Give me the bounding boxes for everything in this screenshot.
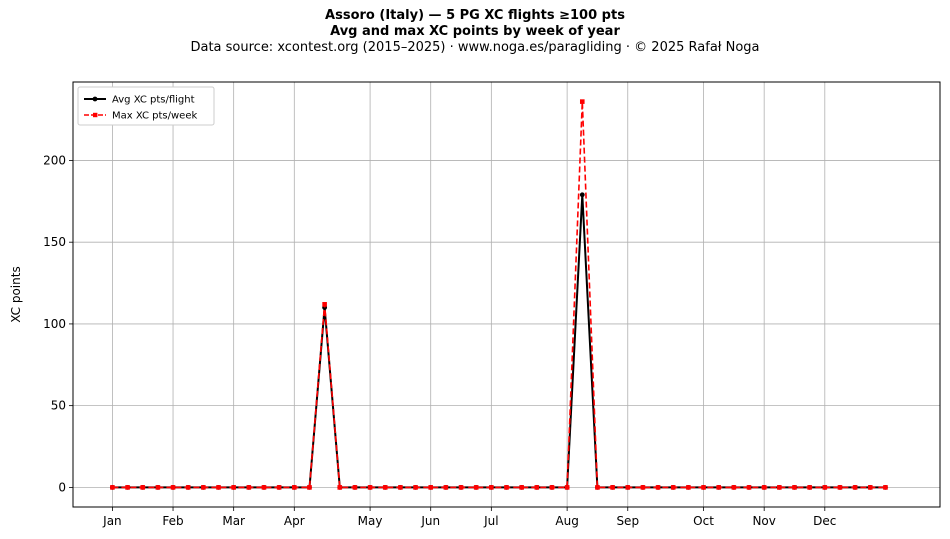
data-point: [686, 485, 691, 490]
series-layer: [110, 99, 888, 490]
data-point: [458, 485, 464, 490]
data-point: [352, 485, 358, 490]
x-tick-label: Oct: [693, 514, 714, 528]
data-point: [185, 485, 191, 490]
data-point: [428, 485, 434, 490]
x-tick-label: Sep: [616, 514, 639, 528]
y-tick-label: 100: [43, 317, 66, 331]
series-line: [112, 101, 886, 489]
data-point: [837, 485, 843, 490]
x-tick-label: Apr: [284, 514, 305, 528]
data-point: [155, 485, 161, 490]
series-avg: [110, 192, 888, 490]
data-point: [610, 485, 615, 490]
data-point: [413, 485, 418, 490]
chart-titles: Assoro (Italy) — 5 PG XC flights ≥100 pt…: [0, 8, 950, 56]
axes: Jan Feb Mar Apr May Jun Jul Aug Sep Oct Nov Dec 0 50 1…: [43, 153, 836, 528]
x-tick-label: Feb: [162, 514, 183, 528]
data-point: [579, 99, 585, 104]
legend: Avg XC pts/flight Max XC pts/week: [77, 86, 215, 126]
data-point: [822, 485, 828, 490]
data-point: [125, 485, 130, 490]
data-point: [716, 485, 722, 490]
data-point: [322, 302, 327, 307]
data-point: [807, 485, 812, 490]
x-tick-label: Aug: [555, 514, 578, 528]
data-point: [640, 485, 646, 490]
data-point: [307, 485, 312, 490]
data-point: [655, 485, 661, 490]
data-point: [382, 485, 388, 490]
data-point: [731, 485, 737, 490]
data-point: [579, 192, 585, 198]
legend-marker: [92, 96, 98, 102]
series-max: [110, 99, 888, 490]
data-point: [595, 485, 600, 490]
y-tick-label: 150: [43, 235, 66, 249]
legend-label: Max XC pts/week: [112, 111, 197, 122]
x-tick-label: Nov: [752, 514, 775, 528]
data-point: [473, 485, 479, 490]
y-axis-label: XC points: [9, 266, 23, 322]
data-point: [777, 485, 782, 490]
data-point: [504, 485, 509, 490]
data-point: [367, 485, 373, 490]
chart-title: Assoro (Italy) — 5 PG XC flights ≥100 pt…: [325, 8, 625, 23]
y-tick-label: 0: [58, 480, 66, 494]
y-tick-label: 50: [51, 399, 66, 413]
data-point: [337, 485, 343, 490]
data-point: [398, 485, 403, 490]
data-point: [291, 485, 297, 490]
x-tick-label: Jan: [102, 514, 122, 528]
data-point: [701, 485, 706, 490]
x-tick-label: Jul: [483, 514, 498, 528]
data-point: [792, 485, 797, 490]
legend-entry: Avg XC pts/flight: [84, 95, 195, 106]
data-point: [231, 485, 236, 490]
plot-frame: [72, 81, 941, 508]
data-point: [489, 485, 494, 490]
legend-box: [77, 86, 215, 126]
data-point: [246, 485, 252, 490]
data-point: [534, 485, 540, 490]
x-tick-label: May: [358, 514, 383, 528]
data-point: [883, 485, 888, 490]
data-point: [852, 485, 858, 490]
data-point: [625, 485, 631, 490]
legend-label: Avg XC pts/flight: [112, 95, 195, 106]
legend-marker: [93, 112, 98, 118]
data-point: [670, 485, 676, 490]
data-point: [867, 485, 873, 490]
data-point: [110, 485, 115, 490]
data-point: [746, 485, 752, 490]
x-tick-label: Dec: [813, 514, 836, 528]
chart-subtitle: Avg and max XC points by week of year: [330, 24, 620, 39]
data-point: [564, 485, 570, 490]
data-point: [170, 485, 176, 490]
data-point: [140, 485, 146, 490]
legend-entry: Max XC pts/week: [84, 111, 197, 122]
data-point: [443, 485, 449, 490]
chart-source: Data source: xcontest.org (2015–2025) · …: [190, 40, 760, 55]
y-tick-label: 200: [43, 153, 66, 167]
x-tick-label: Jun: [420, 514, 440, 528]
series-line: [112, 194, 886, 489]
data-point: [519, 485, 524, 490]
data-point: [549, 485, 555, 490]
x-tick-label: Mar: [222, 514, 245, 528]
data-point: [216, 485, 221, 490]
data-point: [761, 485, 767, 490]
grid: [73, 82, 940, 507]
data-point: [276, 485, 282, 490]
data-point: [201, 485, 206, 490]
data-point: [261, 485, 267, 490]
